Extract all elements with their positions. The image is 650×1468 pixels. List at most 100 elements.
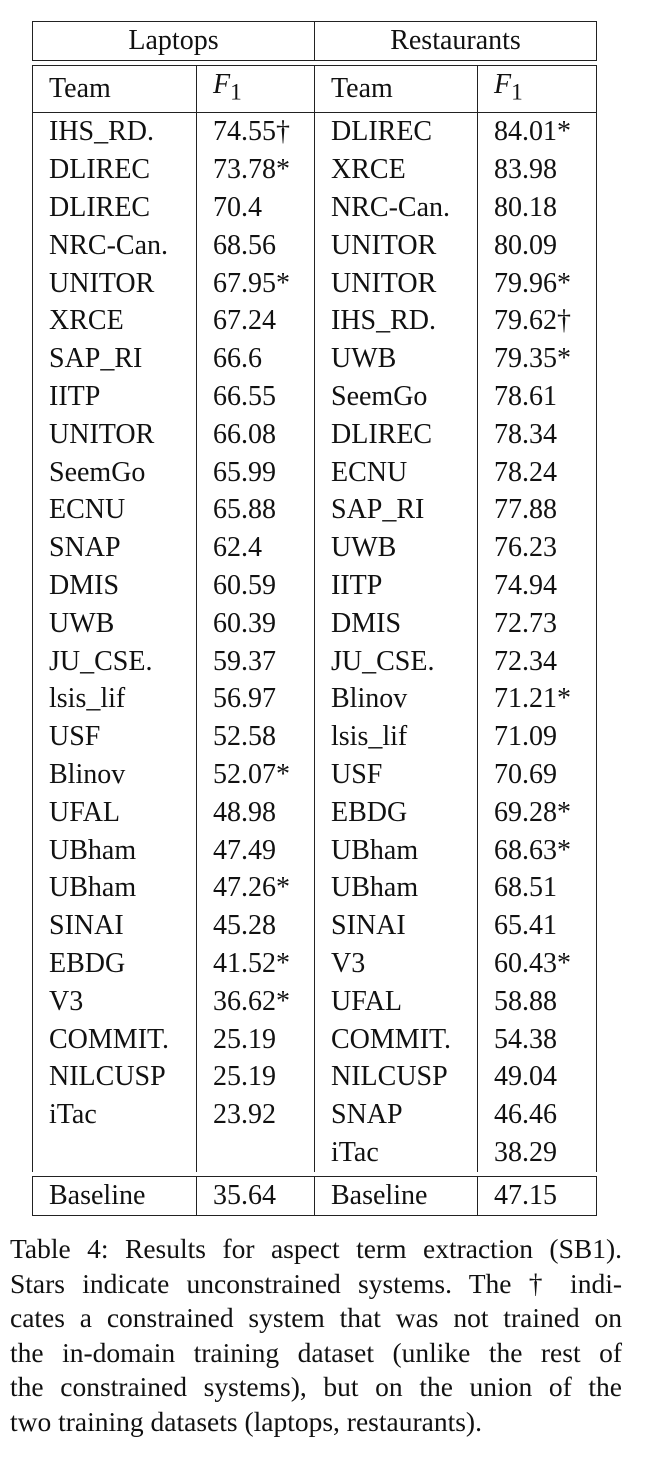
caption-line: the in-domain training dataset (unlike t… — [10, 1336, 622, 1368]
table-row: iTac 38.29 — [32, 1133, 598, 1172]
table-row: SeemGo 65.99 ECNU 78.24 — [32, 453, 598, 492]
table-row: DLIREC 73.78* XRCE 83.98 — [32, 151, 598, 189]
laptops-team-cell: DLIREC — [32, 188, 197, 227]
laptops-team-cell: JU_CSE. — [32, 642, 197, 681]
laptops-baseline-team: Baseline — [32, 1175, 197, 1216]
table-row: IITP 66.55 SeemGo 78.61 — [32, 377, 598, 416]
restaurants-team-cell: IITP — [314, 566, 478, 605]
table-row: ECNU 65.88 SAP_RI 77.88 — [32, 491, 598, 530]
group-header-laptops: Laptops — [32, 21, 315, 61]
restaurants-f1-cell: 80.18 — [476, 188, 598, 227]
table-row: iTac 23.92 SNAP 46.46 — [32, 1096, 598, 1134]
restaurants-f1-cell: 60.43* — [476, 944, 598, 983]
laptops-f1-cell: 68.56 — [196, 226, 315, 265]
laptops-f1-cell: 36.62* — [196, 982, 315, 1021]
laptops-f1-cell: 23.92 — [196, 1096, 315, 1134]
laptops-f1-cell: 60.39 — [196, 604, 315, 643]
restaurants-team-cell: NILCUSP — [314, 1058, 478, 1097]
restaurants-team-cell: EBDG — [314, 793, 478, 832]
table-row: lsis_lif 56.97 Blinov 71.21* — [32, 680, 598, 719]
restaurants-team-cell: UBham — [314, 831, 478, 870]
restaurants-f1-cell: 68.51 — [476, 869, 598, 908]
laptops-f1-cell: 47.49 — [196, 831, 315, 870]
restaurants-f1-cell: 71.09 — [476, 718, 598, 756]
laptops-f1-cell: 65.99 — [196, 453, 315, 492]
restaurants-team-cell: iTac — [314, 1133, 478, 1172]
table-row: SNAP 62.4 UWB 76.23 — [32, 529, 598, 567]
restaurants-team-cell: DLIREC — [314, 112, 478, 152]
restaurants-f1-cell: 84.01* — [476, 112, 598, 152]
table-row: UNITOR 67.95* UNITOR 79.96* — [32, 264, 598, 303]
laptops-team-cell: USF — [32, 718, 197, 756]
laptops-f1-cell: 73.78* — [196, 151, 315, 189]
laptops-f1-cell: 65.88 — [196, 491, 315, 530]
laptops-team-cell: NILCUSP — [32, 1058, 197, 1097]
caption-line: the constrained systems), but on the uni… — [10, 1371, 622, 1403]
laptops-f1-cell: 62.4 — [196, 529, 315, 567]
restaurants-team-header: Team — [314, 64, 478, 114]
table-row: V3 36.62* UFAL 58.88 — [32, 982, 598, 1021]
table-row: EBDG 41.52* V3 60.43* — [32, 944, 598, 983]
laptops-team-cell: IHS_RD. — [32, 112, 197, 152]
restaurants-f1-cell: 49.04 — [476, 1058, 598, 1097]
caption-line: Stars indicate unconstrained systems. Th… — [10, 1267, 622, 1299]
table-row: NILCUSP 25.19 NILCUSP 49.04 — [32, 1058, 598, 1097]
restaurants-f1-cell: 71.21* — [476, 680, 598, 719]
restaurants-f1-cell: 68.63* — [476, 831, 598, 870]
restaurants-baseline-f1: 47.15 — [476, 1175, 598, 1216]
caption-line: cates a constrained system that was not … — [10, 1302, 622, 1334]
group-header-row: Laptops Restaurants — [32, 21, 598, 61]
table-caption: Table 4: Results for aspect term extract… — [10, 1232, 622, 1440]
baseline-row: Baseline 35.64 Baseline 47.15 — [32, 1175, 598, 1216]
restaurants-team-cell: UNITOR — [314, 264, 478, 303]
caption-line: two training datasets (laptops, restaura… — [10, 1405, 482, 1437]
restaurants-team-cell: NRC-Can. — [314, 188, 478, 227]
laptops-team-cell: SINAI — [32, 907, 197, 945]
table-row: JU_CSE. 59.37 JU_CSE. 72.34 — [32, 642, 598, 681]
table-row: NRC-Can. 68.56 UNITOR 80.09 — [32, 226, 598, 265]
restaurants-f1-cell: 78.34 — [476, 415, 598, 454]
laptops-f1-cell: 74.55† — [196, 112, 315, 152]
restaurants-baseline-team: Baseline — [314, 1175, 478, 1216]
results-table-container: Laptops Restaurants Team F1 Team F1 IHS_… — [32, 21, 598, 1216]
restaurants-team-cell: XRCE — [314, 151, 478, 189]
column-header-row: Team F1 Team F1 — [32, 64, 598, 114]
table-row: UBham 47.26* UBham 68.51 — [32, 869, 598, 908]
laptops-f1-cell: 67.95* — [196, 264, 315, 303]
laptops-team-header: Team — [32, 64, 197, 114]
laptops-f1-cell: 67.24 — [196, 302, 315, 341]
restaurants-f1-cell: 77.88 — [476, 491, 598, 530]
laptops-team-cell: UBham — [32, 869, 197, 908]
laptops-f1-cell: 45.28 — [196, 907, 315, 945]
table-row: SAP_RI 66.6 UWB 79.35* — [32, 340, 598, 378]
laptops-team-cell: UNITOR — [32, 415, 197, 454]
laptops-f1-cell: 41.52* — [196, 944, 315, 983]
laptops-team-cell: ECNU — [32, 491, 197, 530]
laptops-f1-cell: 48.98 — [196, 793, 315, 832]
restaurants-team-cell: SNAP — [314, 1096, 478, 1134]
restaurants-f1-cell: 72.73 — [476, 604, 598, 643]
laptops-team-cell: NRC-Can. — [32, 226, 197, 265]
table-row: UWB 60.39 DMIS 72.73 — [32, 604, 598, 643]
restaurants-f1-cell: 38.29 — [476, 1133, 598, 1172]
table-row: XRCE 67.24 IHS_RD. 79.62† — [32, 302, 598, 341]
restaurants-f1-cell: 65.41 — [476, 907, 598, 945]
restaurants-f1-cell: 79.35* — [476, 340, 598, 378]
restaurants-f1-cell: 46.46 — [476, 1096, 598, 1134]
restaurants-team-cell: DMIS — [314, 604, 478, 643]
laptops-f1-cell: 59.37 — [196, 642, 315, 681]
table-row: UFAL 48.98 EBDG 69.28* — [32, 793, 598, 832]
restaurants-f1-cell: 78.24 — [476, 453, 598, 492]
restaurants-team-cell: USF — [314, 755, 478, 794]
restaurants-team-cell: UBham — [314, 869, 478, 908]
laptops-team-cell: UBham — [32, 831, 197, 870]
restaurants-f1-cell: 76.23 — [476, 529, 598, 567]
restaurants-team-cell: UFAL — [314, 982, 478, 1021]
table-row: UBham 47.49 UBham 68.63* — [32, 831, 598, 870]
restaurants-team-cell: ECNU — [314, 453, 478, 492]
restaurants-f1-cell: 79.62† — [476, 302, 598, 341]
restaurants-f1-cell: 72.34 — [476, 642, 598, 681]
laptops-team-cell: iTac — [32, 1096, 197, 1134]
restaurants-team-cell: UWB — [314, 529, 478, 567]
restaurants-f1-cell: 80.09 — [476, 226, 598, 265]
